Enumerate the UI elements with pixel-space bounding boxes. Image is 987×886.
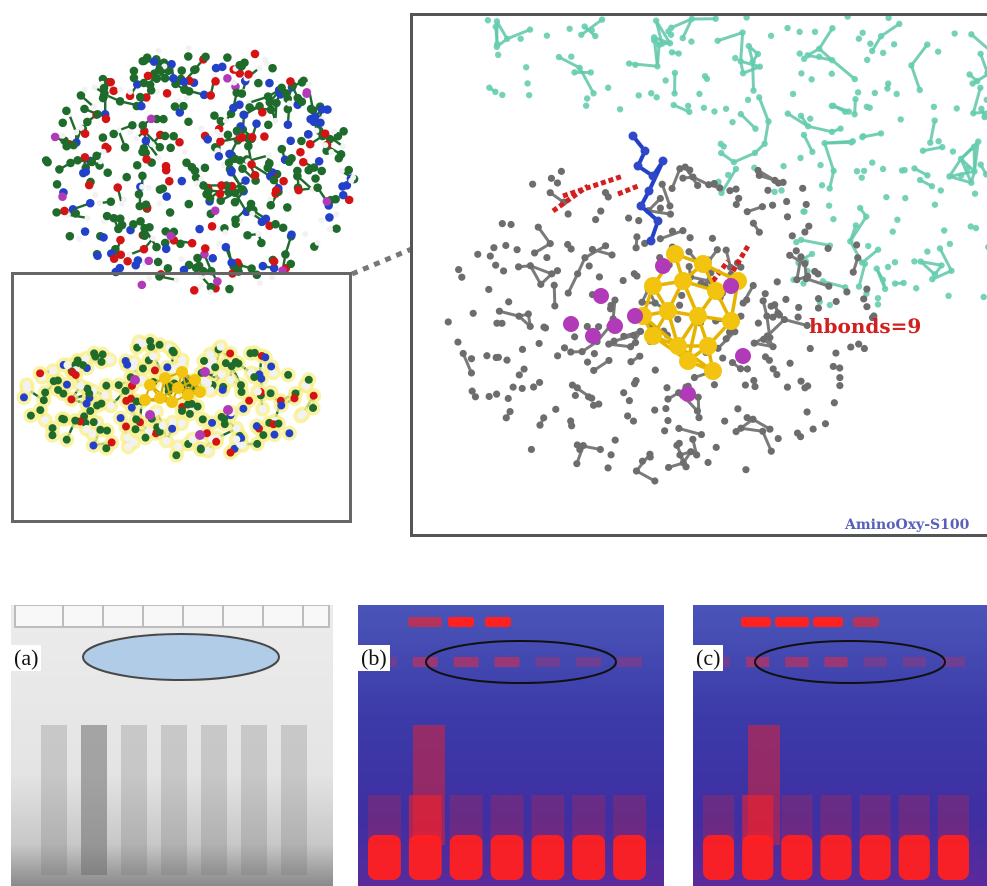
gel-panel-c: (c) bbox=[693, 605, 987, 886]
gel-label-b: (b) bbox=[358, 645, 390, 671]
zoom-molecule-svg bbox=[444, 16, 987, 485]
simulation-watermark: AminoOxy-S100 bbox=[845, 517, 970, 533]
gel-a-svg bbox=[14, 605, 330, 875]
gel-label-a: (a) bbox=[11, 645, 42, 671]
zoomed-interface-view: hbonds=9 AminoOxy-S100 bbox=[410, 13, 987, 537]
gel-panel-a: (a) bbox=[11, 605, 333, 886]
gel-panel-b: (b) bbox=[358, 605, 664, 886]
overview-molecule-svg bbox=[16, 45, 359, 463]
gel-c-svg bbox=[703, 617, 969, 880]
molecular-complex-overview bbox=[0, 0, 400, 540]
gel-b-svg bbox=[368, 617, 646, 880]
zoom-region-box bbox=[11, 272, 352, 523]
gel-label-c: (c) bbox=[693, 645, 724, 671]
hbonds-count-label: hbonds=9 bbox=[809, 314, 922, 338]
